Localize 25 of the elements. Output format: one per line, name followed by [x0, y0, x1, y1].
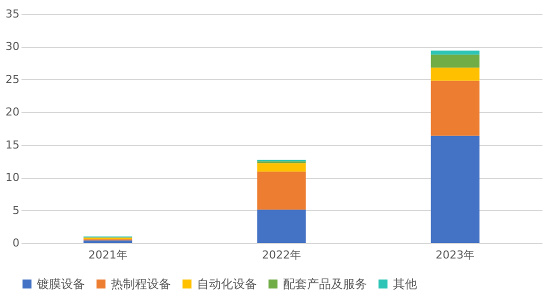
bar: [430, 80, 480, 136]
legend-label: 配套产品及服务: [283, 277, 367, 291]
bar: [257, 210, 306, 243]
y-tick-label: 0: [12, 236, 20, 250]
x-tick-label: 2021年: [88, 248, 128, 262]
bar: [430, 136, 480, 243]
y-tick-label: 15: [6, 138, 20, 152]
legend-label: 热制程设备: [111, 277, 171, 291]
y-tick-label: 10: [6, 171, 20, 184]
x-tick-label: 2023年: [436, 248, 475, 262]
bar: [430, 68, 480, 81]
y-tick-label: 25: [6, 72, 20, 86]
legend-label: 其他: [393, 277, 417, 291]
y-tick-label: 35: [6, 8, 20, 20]
bar: [430, 50, 480, 55]
bar: [257, 172, 306, 210]
legend-label: 镀膜设备: [36, 277, 85, 291]
y-tick-label: 20: [6, 106, 20, 119]
x-tick-label: 2022年: [262, 248, 301, 262]
legend-label: 自动化设备: [197, 277, 257, 291]
bar: [84, 240, 132, 243]
y-tick-label: 30: [6, 40, 20, 54]
bar: [430, 54, 480, 68]
bar: [257, 163, 306, 172]
y-tick-label: 5: [12, 204, 20, 217]
